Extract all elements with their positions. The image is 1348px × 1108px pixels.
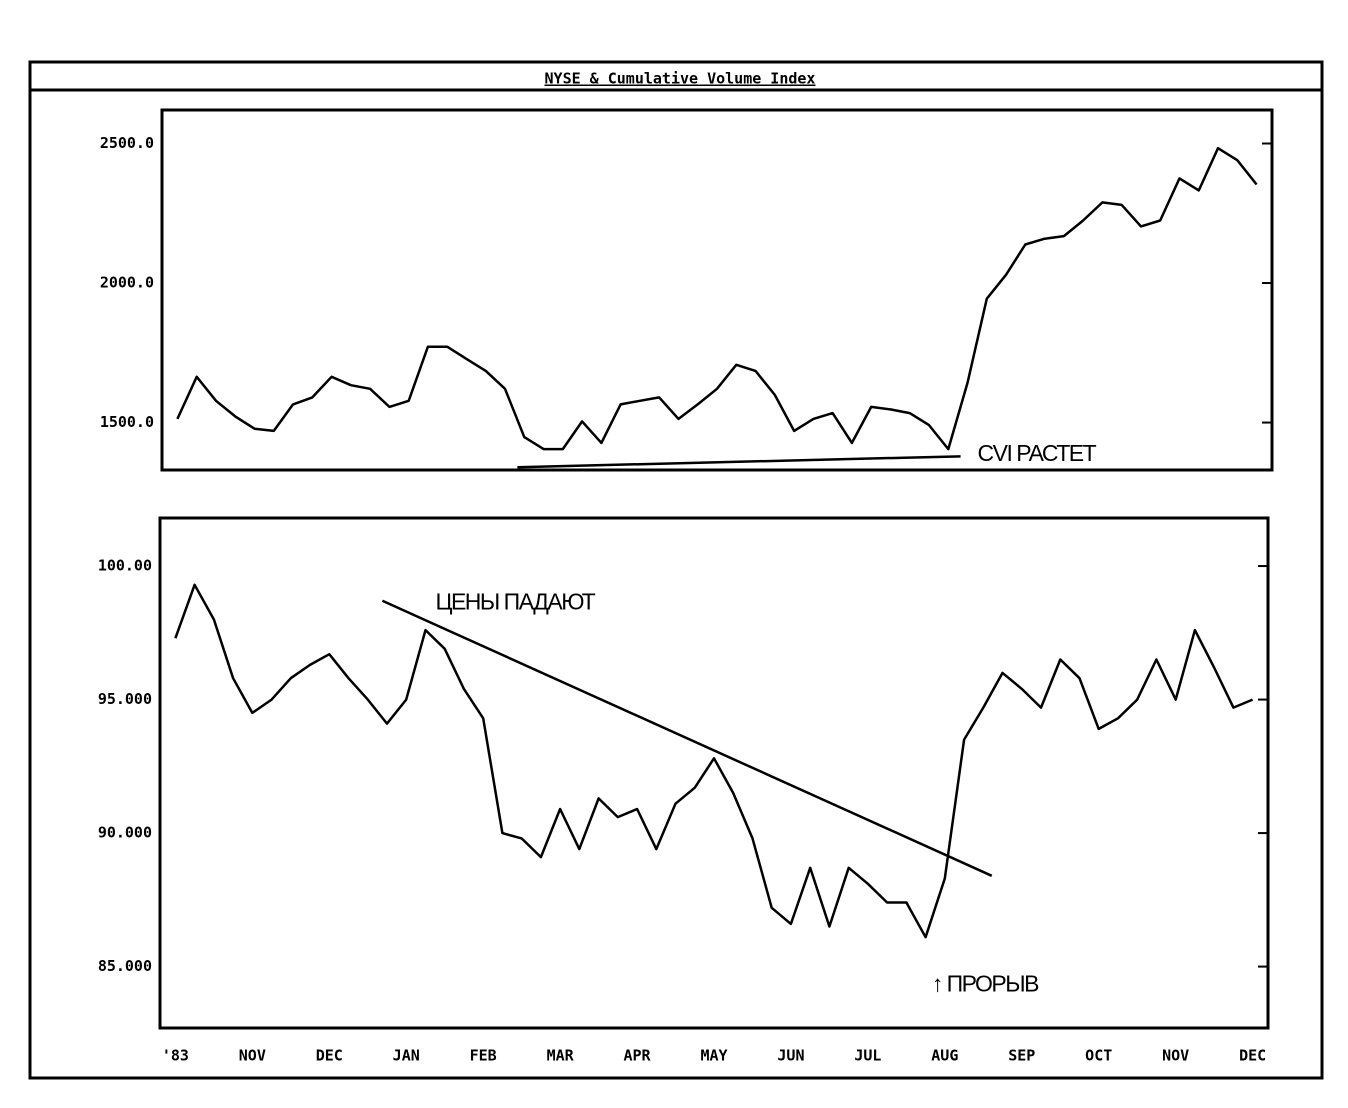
plot-frame xyxy=(160,108,1274,472)
series-line xyxy=(174,583,1254,939)
plot-frame xyxy=(158,516,1270,1030)
y-tick-label: 100.00 xyxy=(98,557,152,575)
y-tick-label: 1500.0 xyxy=(100,413,154,431)
window-frame xyxy=(28,60,1324,1080)
series-line xyxy=(176,146,1258,451)
x-tick-label: DEC xyxy=(1239,1047,1266,1065)
annotation: CVI РАСТЕТ xyxy=(978,440,1097,466)
annotation: ЦЕНЫ ПАДАЮТ xyxy=(435,589,595,615)
x-tick-label: JUL xyxy=(854,1047,881,1065)
x-tick-label: APR xyxy=(624,1047,652,1065)
trend-line xyxy=(381,599,993,877)
x-tick-label: OCT xyxy=(1085,1047,1112,1065)
x-tick-label: JUN xyxy=(777,1047,804,1065)
x-tick-label: '83 xyxy=(162,1047,189,1065)
x-tick-label: MAR xyxy=(547,1047,575,1065)
x-tick-label: FEB xyxy=(470,1047,497,1065)
trend-line xyxy=(517,455,961,469)
y-tick-label: 95.000 xyxy=(98,690,152,708)
x-tick-label: SEP xyxy=(1008,1047,1035,1065)
x-tick-label: DEC xyxy=(316,1047,343,1065)
y-tick-label: 2500.0 xyxy=(100,134,154,152)
x-tick-label: JAN xyxy=(393,1047,420,1065)
y-tick-label: 2000.0 xyxy=(100,274,154,292)
y-tick-label: 85.000 xyxy=(98,957,152,975)
x-tick-label: MAY xyxy=(700,1047,727,1065)
y-tick-label: 90.000 xyxy=(98,824,152,842)
x-tick-label: NOV xyxy=(1162,1047,1189,1065)
x-tick-label: NOV xyxy=(239,1047,266,1065)
x-tick-label: AUG xyxy=(931,1047,958,1065)
annotation: ↑ ПРОРЫВ xyxy=(932,970,1039,996)
window-title: NYSE & Cumulative Volume Index xyxy=(545,70,816,88)
